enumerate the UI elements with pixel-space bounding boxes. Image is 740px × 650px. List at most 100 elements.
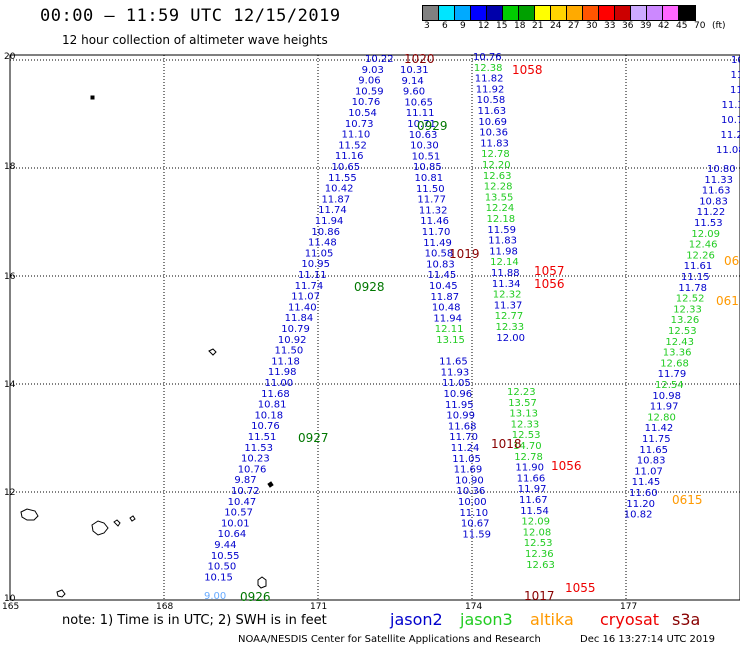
wave-value: 11.24: [451, 443, 480, 454]
color-scale-label: 12: [478, 21, 490, 31]
wave-value: 11.97: [650, 402, 679, 413]
color-scale-label: 70: [694, 21, 706, 31]
wave-value: 12.53: [668, 326, 697, 337]
wave-value: 11.65: [439, 357, 468, 368]
wave-value: 11.83: [488, 236, 517, 247]
wave-value: 11.77: [417, 195, 446, 206]
wave-value: 11.45: [428, 270, 457, 281]
wave-value: 9.14: [401, 76, 423, 87]
color-scale-label: 6: [442, 21, 448, 31]
wave-value: 12.08: [523, 527, 552, 538]
wave-value: 11.88: [491, 268, 520, 279]
islands: [20, 95, 274, 598]
wave-value: 9.60: [403, 87, 425, 98]
wave-value: 10.96: [444, 389, 473, 400]
wave-value: 11.65: [639, 445, 668, 456]
wave-value: 11.18: [271, 356, 300, 367]
color-swatch: [615, 6, 631, 20]
wave-value: 12.33: [673, 304, 702, 315]
wave-value: 9.44: [214, 540, 236, 551]
pass-time-t061: 061: [716, 294, 739, 308]
wave-value: 11.10: [459, 508, 488, 519]
wave-value: 11.37: [494, 300, 523, 311]
wave-value: 11.54: [520, 506, 549, 517]
wave-value: 10.47: [228, 497, 257, 508]
wave-value: 10.57: [224, 508, 253, 519]
wave-value: 11.94: [433, 313, 462, 324]
wave-value: 10.73: [345, 119, 374, 130]
wave-value: 11.74: [295, 281, 324, 292]
wave-value: 10.85: [413, 162, 442, 173]
wave-value: 11.52: [338, 140, 367, 151]
pass-time-t1020: 1020: [404, 52, 435, 66]
wave-value: 10.82: [624, 510, 653, 521]
wave-value: 10: [731, 55, 740, 66]
wave-value: 12.63: [483, 171, 512, 182]
grid-lines: [9, 54, 740, 601]
wave-value: 11.53: [694, 218, 723, 229]
wave-value: 13.13: [509, 409, 538, 420]
wave-value: 11.10: [342, 130, 371, 141]
wave-value: 11.48: [308, 238, 337, 249]
wave-value: 10.7: [721, 115, 740, 126]
page-subtitle: 12 hour collection of altimeter wave hei…: [62, 33, 328, 47]
wave-value: 12.26: [686, 250, 715, 261]
wave-value: 11.74: [318, 205, 347, 216]
color-scale-label: 30: [586, 21, 598, 31]
wave-value: 12.11: [435, 324, 464, 335]
wave-value: 12.77: [495, 311, 524, 322]
color-swatch: [487, 6, 503, 20]
wave-value: 12.54: [655, 380, 684, 391]
generation-timestamp: Dec 16 13:27:14 UTC 2019: [580, 634, 715, 645]
wave-value: 10.55: [211, 551, 240, 562]
wave-value: 10.36: [457, 486, 486, 497]
pass-time-t1056a: 1056: [534, 277, 565, 291]
wave-value: 11.70: [449, 432, 478, 443]
wave-value: 11.60: [629, 488, 658, 499]
wave-value: 12.28: [484, 182, 513, 193]
wave-value: 13.55: [485, 192, 514, 203]
pass-time-t1019: 1019: [449, 247, 480, 261]
wave-value: 11.98: [268, 367, 297, 378]
wave-value: 12.78: [481, 149, 510, 160]
wave-value: 12.36: [525, 549, 554, 560]
wave-value: 11.00: [265, 378, 294, 389]
pass-time-t1057: 1057: [534, 264, 565, 278]
lon-label-174: 174: [465, 602, 483, 612]
lon-label-165: 165: [2, 602, 20, 612]
pass-time-t06a: 06: [724, 254, 739, 268]
wave-value: 11.67: [519, 495, 548, 506]
wave-value: 12.09: [521, 517, 550, 528]
wave-value: 10.51: [412, 151, 441, 162]
wave-value: 11.82: [475, 74, 504, 85]
wave-value: 10.72: [231, 486, 260, 497]
pass-time-t0927: 0927: [298, 431, 329, 445]
wave-value: 11.61: [684, 261, 713, 272]
wave-value: 11.55: [328, 173, 357, 184]
color-scale-label: 27: [568, 21, 580, 31]
wave-value: 12.20: [482, 160, 511, 171]
color-scale-label: (ft): [712, 21, 726, 31]
pass-time-t0928: 0928: [354, 280, 385, 294]
wave-value: 12.78: [514, 452, 543, 463]
color-swatch: [599, 6, 615, 20]
wave-value: 9.03: [362, 65, 384, 76]
wave-value: 10.54: [348, 108, 377, 119]
wave-value: 11.63: [702, 186, 731, 197]
wave-value: 11: [731, 70, 740, 81]
wave-value: 11.95: [445, 400, 474, 411]
legend-jason3: jason3: [460, 610, 513, 629]
wave-value: 11.92: [476, 84, 505, 95]
wave-value: 11.05: [442, 378, 471, 389]
wave-value: 10.63: [409, 130, 438, 141]
color-swatch: [439, 6, 455, 20]
color-scale-label: 45: [676, 21, 688, 31]
color-scale-label: 33: [604, 21, 616, 31]
pass-time-t1058: 1058: [512, 63, 543, 77]
wave-value: 10.95: [301, 259, 330, 270]
wave-value: 10.22: [365, 54, 394, 65]
color-swatch: [647, 6, 663, 20]
wave-value: 11.33: [704, 175, 733, 186]
wave-value: 11.3: [722, 100, 740, 111]
